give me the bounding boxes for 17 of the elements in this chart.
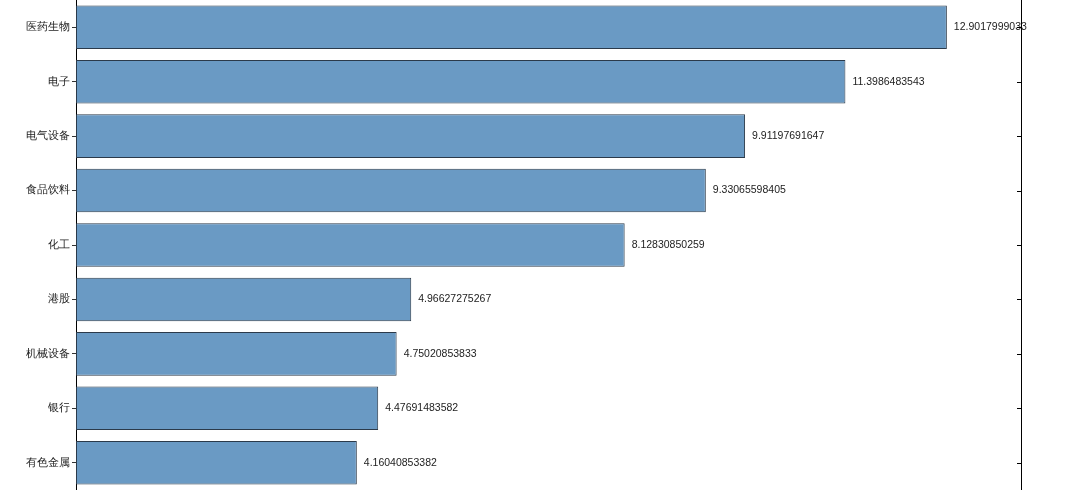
data-label: 4.96627275267 — [418, 292, 492, 305]
data-label: 4.47691483582 — [385, 401, 459, 414]
data-label: 8.12830850259 — [631, 237, 705, 250]
y-tick-label: 医药生物 — [26, 20, 70, 34]
y-tick-label: 化工 — [48, 237, 70, 251]
y-tick-label: 电子 — [48, 74, 70, 88]
data-label: 11.3986483543 — [852, 74, 925, 87]
y-tick-label: 食品饮料 — [26, 183, 70, 197]
data-label: 9.33065598405 — [712, 183, 786, 196]
y-tick-label: 港股 — [48, 292, 70, 306]
data-label: 9.91197691647 — [752, 129, 825, 141]
data-label: 4.75020853833 — [403, 346, 477, 359]
y-tick-label: 银行 — [47, 401, 70, 415]
y-tick-label: 机械设备 — [26, 346, 70, 360]
y-tick-label: 电气设备 — [26, 128, 70, 142]
y-tick-label: 有色金属 — [26, 455, 70, 469]
data-label: 4.16040853382 — [363, 455, 437, 468]
